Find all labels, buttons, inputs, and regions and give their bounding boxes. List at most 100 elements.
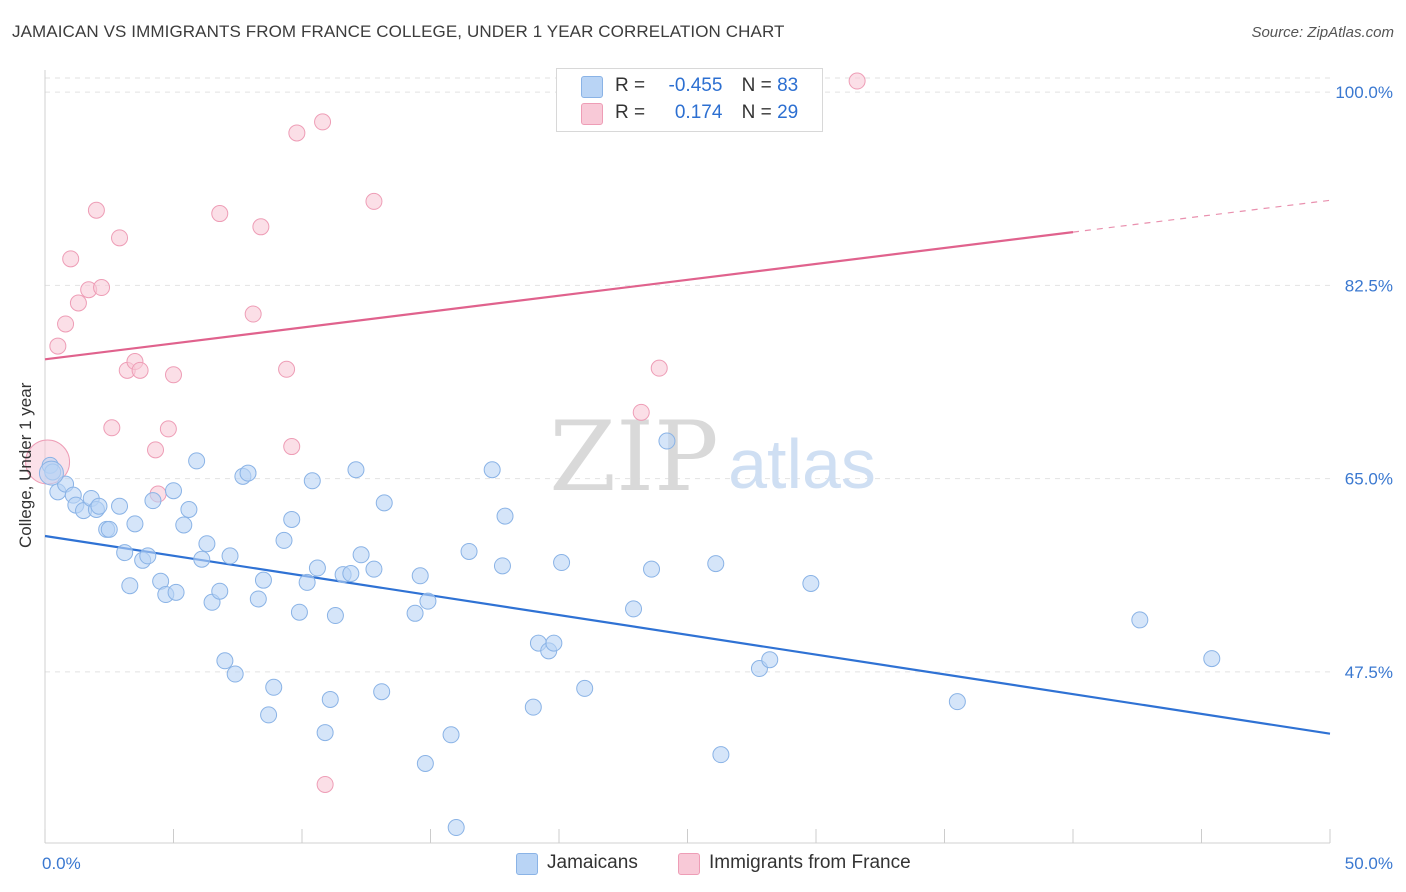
- jamaican-trend-line: [44, 534, 1331, 735]
- france-point: [49, 337, 67, 355]
- watermark-zip: ZIP: [549, 401, 718, 513]
- france-point: [283, 438, 301, 456]
- france-point: [316, 775, 334, 793]
- jamaican-point: [493, 557, 511, 575]
- jamaican-point: [126, 515, 144, 533]
- jamaican-point: [193, 550, 211, 568]
- jamaican-point: [373, 683, 391, 701]
- france-trend-line: [44, 231, 1074, 361]
- bottom-legend-label-jamaicans: Jamaicans: [547, 852, 638, 873]
- france-point: [57, 315, 75, 333]
- y-axis-label: College, Under 1 year: [16, 382, 35, 548]
- jamaican-point: [707, 555, 725, 573]
- jamaican-point: [239, 464, 257, 482]
- jamaican-point: [658, 432, 676, 450]
- france-point: [365, 192, 383, 210]
- legend-n-value-jamaicans: 83: [777, 75, 799, 96]
- source-label: Source: ZipAtlas.com: [1251, 24, 1394, 41]
- jamaican-point: [198, 535, 216, 553]
- jamaican-point: [365, 560, 383, 578]
- x-tick-label: 0.0%: [42, 854, 81, 873]
- jamaican-point: [1203, 650, 1221, 668]
- jamaican-point: [139, 547, 157, 565]
- france-trend-line-extension: [1072, 199, 1331, 233]
- legend-r-label: R =: [615, 102, 646, 123]
- legend-r-value-france: 0.174: [674, 102, 723, 123]
- x-tick-label: 50.0%: [1345, 854, 1393, 873]
- jamaican-point: [643, 560, 661, 578]
- jamaican-point: [254, 571, 272, 589]
- jamaican-point: [460, 542, 478, 560]
- jamaican-point: [265, 678, 283, 696]
- jamaican-point: [275, 531, 293, 549]
- jamaican-point: [38, 460, 64, 486]
- france-point: [632, 403, 650, 421]
- jamaican-point: [90, 497, 108, 515]
- legend-n-value-france: 29: [777, 102, 799, 123]
- france-point: [165, 366, 182, 384]
- bottom-legend-swatch-blue: [516, 853, 538, 875]
- y-tick-label: 47.5%: [1345, 663, 1393, 682]
- jamaican-point: [111, 497, 129, 515]
- jamaican-point: [216, 652, 234, 670]
- france-point: [93, 279, 111, 297]
- france-point: [211, 205, 229, 223]
- jamaican-point: [1131, 611, 1149, 629]
- trend-lines: [44, 199, 1331, 735]
- jamaican-point: [496, 507, 514, 525]
- jamaican-point: [326, 607, 344, 625]
- france-point: [650, 359, 668, 377]
- bottom-legend-label-france: Immigrants from France: [709, 852, 911, 873]
- france-point: [147, 441, 165, 459]
- france-point: [69, 294, 87, 312]
- jamaican-point: [948, 693, 966, 711]
- jamaican-point: [712, 746, 730, 764]
- jamaican-point: [180, 501, 198, 519]
- legend-swatch-pink: [581, 103, 603, 125]
- france-point: [244, 305, 262, 323]
- jamaican-point: [411, 567, 429, 585]
- chart-title: JAMAICAN VS IMMIGRANTS FROM FRANCE COLLE…: [12, 22, 785, 41]
- jamaican-point: [761, 651, 779, 669]
- jamaican-point: [121, 577, 139, 595]
- jamaican-point: [419, 592, 437, 610]
- jamaican-point: [165, 482, 182, 500]
- jamaican-point: [249, 590, 267, 608]
- jamaican-point: [545, 634, 563, 652]
- france-point: [131, 361, 149, 379]
- jamaican-point: [483, 461, 501, 479]
- france-point: [278, 360, 296, 378]
- tick-labels: 47.5% 65.0% 82.5% 100.0% 0.0% 50.0%: [42, 83, 1393, 873]
- jamaican-point: [576, 679, 594, 697]
- bottom-legend-swatch-pink: [678, 853, 700, 875]
- legend-n-label: N =: [741, 102, 772, 123]
- france-point: [848, 72, 866, 90]
- legend-text-jamaicans: R = -0.455 N = 83: [615, 75, 798, 97]
- jamaican-point: [226, 665, 244, 683]
- jamaican-point: [116, 544, 134, 562]
- watermark: ZIP atlas: [549, 401, 876, 513]
- jamaican-point: [221, 547, 239, 565]
- stats-legend: R = -0.455 N = 83 R = 0.174 N = 29: [556, 68, 823, 132]
- jamaican-point: [211, 582, 229, 600]
- jamaican-point: [144, 492, 162, 510]
- france-point: [288, 124, 306, 142]
- y-tick-label: 100.0%: [1335, 83, 1393, 102]
- jamaican-point: [524, 698, 542, 716]
- jamaican-point: [175, 516, 193, 534]
- legend-text-france: R = 0.174 N = 29: [615, 102, 798, 124]
- france-point: [314, 113, 332, 131]
- legend-swatch-blue: [581, 76, 603, 98]
- legend-n-label: N =: [741, 75, 772, 96]
- jamaican-point: [260, 706, 278, 724]
- jamaican-point: [290, 603, 308, 621]
- jamaican-point: [308, 559, 326, 577]
- jamaican-point: [406, 604, 424, 622]
- jamaican-point: [352, 546, 370, 564]
- y-tick-label: 65.0%: [1345, 470, 1393, 489]
- jamaican-point: [342, 565, 360, 583]
- france-point: [62, 250, 80, 268]
- jamaican-point: [442, 726, 460, 744]
- jamaican-point: [375, 494, 393, 512]
